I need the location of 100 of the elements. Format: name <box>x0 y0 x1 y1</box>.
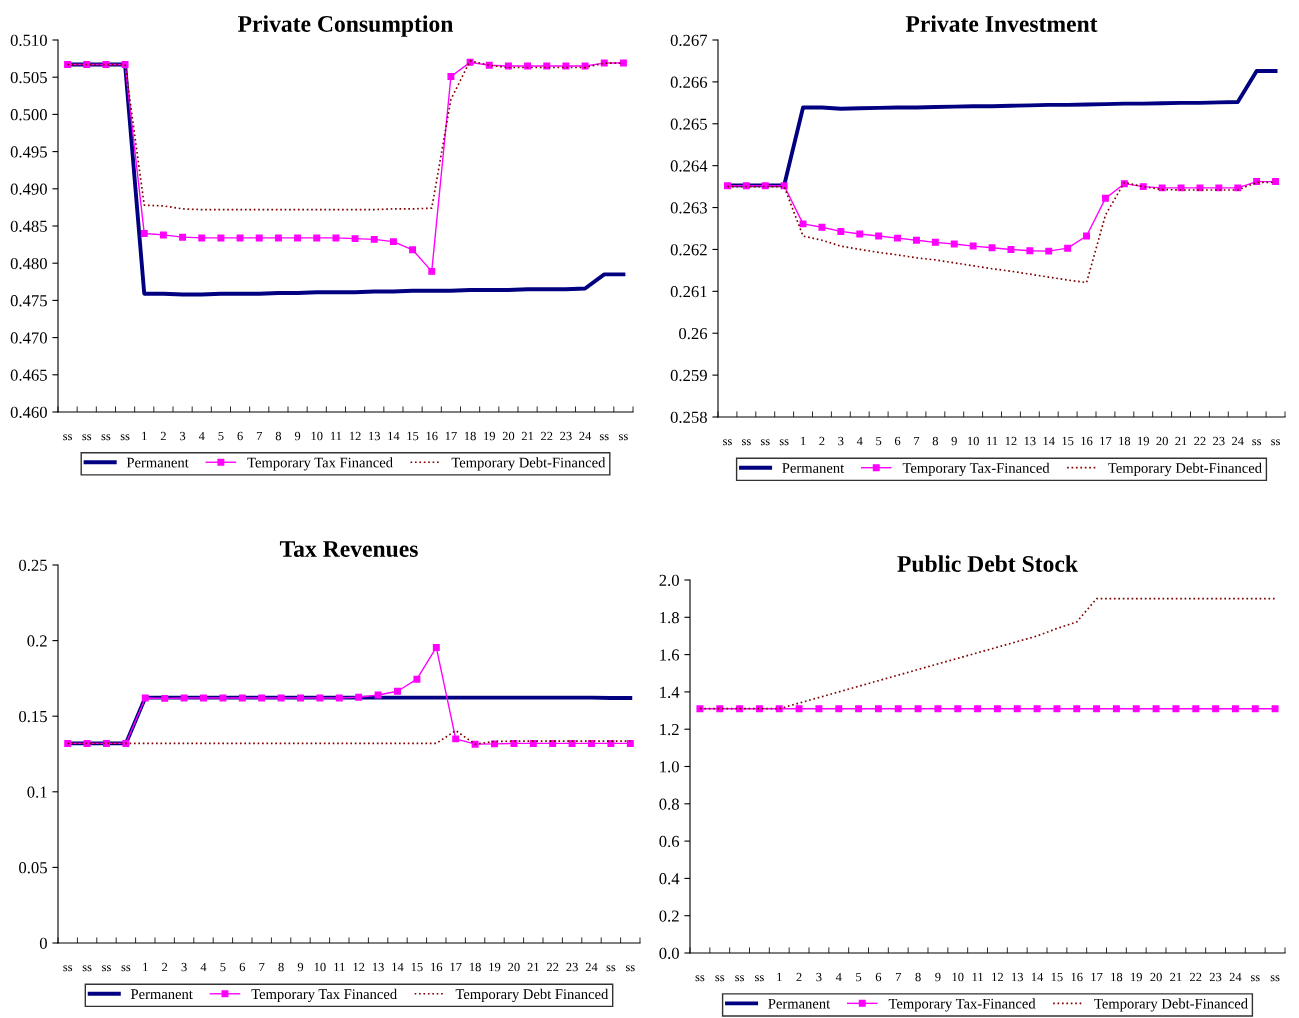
legend-label: Temporary Tax-Financed <box>902 462 1050 476</box>
x-tick-label: 1 <box>142 431 147 441</box>
x-tick-label: 20 <box>502 431 515 441</box>
chart-title: Private Investment <box>905 15 1098 32</box>
y-tick-label: 0.261 <box>670 286 707 298</box>
x-tick-label: 23 <box>1213 436 1225 446</box>
x-tick-label: 3 <box>838 436 844 446</box>
x-tick-label: 22 <box>547 962 559 972</box>
x-tick-label: 11 <box>972 972 983 982</box>
x-tick-label: 13 <box>1024 436 1036 446</box>
point <box>1007 245 1015 253</box>
x-tick-label: 4 <box>835 972 842 982</box>
x-tick-label: 7 <box>914 436 920 446</box>
point <box>351 235 359 243</box>
x-tick-label: 18 <box>1119 436 1131 446</box>
y-tick-label: 0.26 <box>679 327 708 340</box>
y-tick-label: 0.05 <box>19 862 47 874</box>
point <box>742 182 750 190</box>
x-tick-label: 19 <box>484 431 495 441</box>
legend-label: Temporary Tax Financed <box>247 457 393 471</box>
point <box>818 223 826 231</box>
point <box>313 234 321 242</box>
x-tick-label: 3 <box>181 962 187 972</box>
x-tick-label: 8 <box>275 431 282 441</box>
x-tick-label: 1 <box>777 972 782 982</box>
point <box>988 244 996 252</box>
y-tick-label: 0.258 <box>670 411 707 424</box>
x-tick-label: 22 <box>541 431 553 441</box>
x-tick-label: 5 <box>220 962 226 972</box>
x-tick-label: ss <box>1250 975 1260 982</box>
point <box>529 739 537 747</box>
x-tick-label: 12 <box>353 962 365 972</box>
point <box>332 234 340 242</box>
point <box>258 694 266 702</box>
x-tick-label: 21 <box>521 431 534 441</box>
point <box>1064 244 1072 252</box>
point <box>236 234 244 242</box>
point <box>723 182 731 190</box>
y-tick-label: 0.475 <box>10 295 47 307</box>
point <box>374 691 382 699</box>
point <box>931 238 939 246</box>
y-tick-label: 0.2 <box>659 910 679 922</box>
y-tick-label: 2.0 <box>659 574 679 587</box>
point <box>543 62 551 70</box>
x-tick-label: 21 <box>527 962 539 972</box>
point <box>588 739 595 747</box>
point <box>1272 178 1280 186</box>
x-tick-label: ss <box>625 965 635 972</box>
y-tick-label: 0.267 <box>670 34 708 47</box>
x-tick-label: 4 <box>198 431 205 441</box>
x-tick-label: 10 <box>968 436 979 446</box>
y-tick-label: 0.266 <box>670 76 708 88</box>
x-tick-label: 4 <box>856 436 863 446</box>
point <box>562 62 570 70</box>
x-tick-label: 20 <box>1156 436 1168 446</box>
x-tick-label: 10 <box>314 962 326 972</box>
y-tick-label: 0.505 <box>10 71 47 84</box>
y-tick-label: 0.500 <box>10 109 47 121</box>
x-tick-label: 19 <box>489 962 501 972</box>
point <box>894 234 902 242</box>
point <box>1101 194 1109 202</box>
legend-label: Temporary Tax Financed <box>251 988 397 1003</box>
x-tick-label: ss <box>82 965 92 972</box>
x-tick-label: ss <box>120 434 130 441</box>
x-tick-label: 24 <box>585 962 598 972</box>
x-tick-label: 5 <box>856 972 862 982</box>
x-tick-label: 4 <box>200 962 207 972</box>
point <box>510 739 518 747</box>
y-tick-label: 0.2 <box>27 635 47 647</box>
point <box>316 694 324 702</box>
y-tick-label: 0.15 <box>19 710 47 723</box>
point <box>161 694 169 702</box>
x-tick-label: 8 <box>915 972 921 982</box>
point <box>394 687 401 695</box>
legend-label: Permanent <box>126 457 189 468</box>
x-tick-label: ss <box>742 439 751 446</box>
y-tick-label: 0.259 <box>670 369 707 382</box>
point <box>875 232 883 240</box>
x-tick-label: 10 <box>311 431 323 441</box>
y-tick-label: 0.485 <box>10 220 47 233</box>
x-tick-label: 14 <box>1043 436 1055 446</box>
x-tick-label: 2 <box>796 972 802 982</box>
point <box>799 220 807 228</box>
x-tick-label: 6 <box>894 436 901 446</box>
x-tick-label: ss <box>599 434 609 441</box>
x-tick-label: ss <box>779 439 789 446</box>
point <box>83 61 91 69</box>
x-tick-label: ss <box>1271 439 1280 446</box>
y-tick-label: 0.460 <box>10 406 47 419</box>
x-tick-label: ss <box>101 434 111 441</box>
point <box>1158 184 1166 192</box>
x-tick-label: ss <box>102 965 111 972</box>
x-tick-label: 3 <box>180 431 186 441</box>
point <box>335 694 343 702</box>
legend-label: Permanent <box>768 998 831 1009</box>
x-tick-label: 9 <box>935 972 941 982</box>
point <box>1083 232 1091 240</box>
x-tick-label: 24 <box>579 431 592 441</box>
point <box>180 694 188 702</box>
x-tick-label: 9 <box>951 436 957 446</box>
